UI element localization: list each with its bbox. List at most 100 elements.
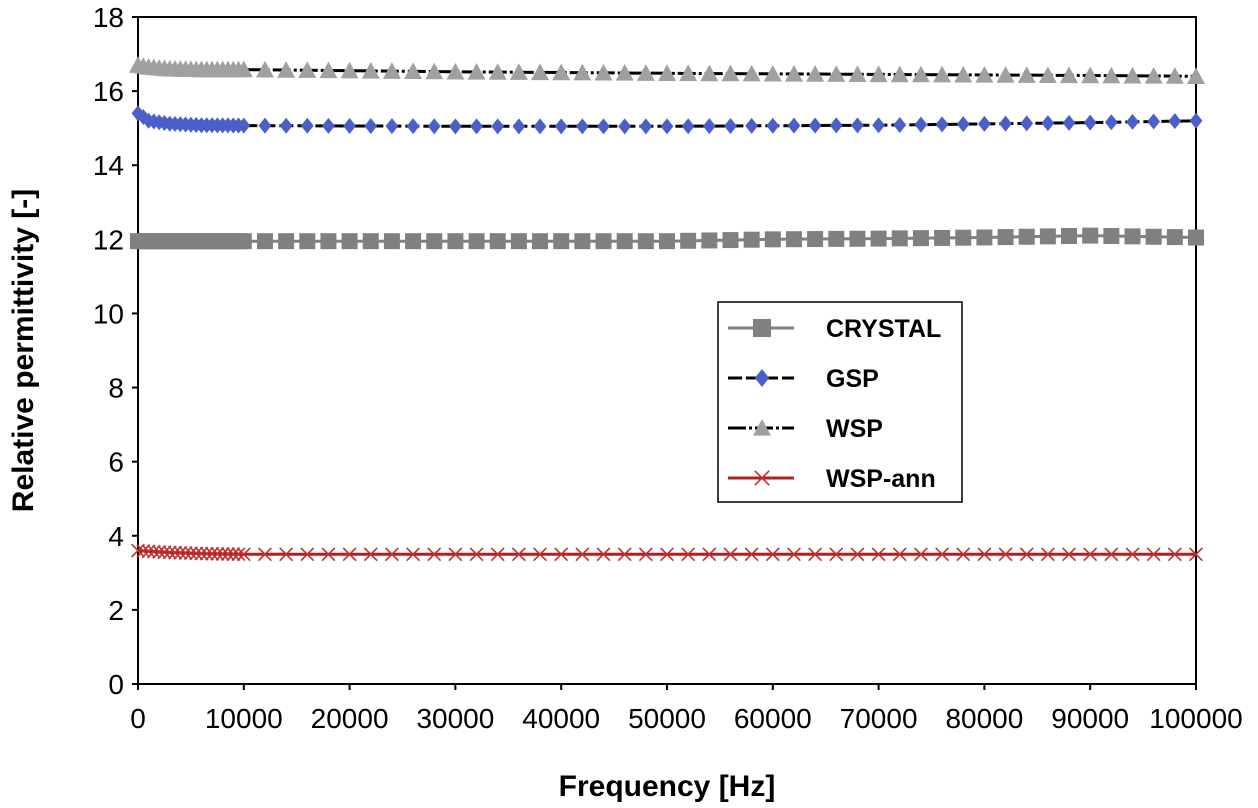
x-marker-stroke (279, 547, 294, 562)
x-tick-label: 20000 (311, 703, 389, 734)
data-point-marker (363, 547, 378, 562)
data-point-marker (1019, 547, 1034, 562)
data-point-marker (575, 118, 589, 135)
data-point-marker (808, 547, 823, 562)
data-point-marker (681, 118, 695, 135)
data-point-marker (1041, 115, 1055, 132)
x-marker-stroke (1167, 547, 1182, 562)
data-point-marker (681, 547, 696, 562)
data-point-marker (554, 118, 568, 135)
data-point-marker (341, 233, 358, 250)
data-point-marker (573, 63, 592, 81)
legend-label: WSP-ann (826, 465, 936, 493)
axis-tick-labels: 0 2 4 6 8 10 12 14 16 18 0 10000 20000 30000 40000 5000… (93, 2, 1243, 734)
data-point-marker (1124, 228, 1141, 245)
legend: CRYSTAL GSP WSP WSP-ann (717, 301, 963, 503)
x-marker-stroke (977, 547, 992, 562)
data-point-marker (1126, 113, 1139, 130)
x-tick-label: 40000 (522, 703, 600, 734)
plot-area (132, 16, 1197, 690)
data-point-marker (1104, 114, 1118, 131)
data-point-marker (911, 65, 930, 83)
x-marker-stroke (183, 546, 198, 561)
series-layer (129, 56, 1205, 562)
data-point-marker (1020, 115, 1034, 132)
data-point-marker (300, 547, 315, 562)
data-point-marker (723, 547, 738, 562)
data-point-marker (236, 547, 251, 562)
legend-label: CRYSTAL (826, 315, 941, 343)
data-point-marker (721, 64, 740, 82)
y-tick-label: 4 (108, 521, 124, 552)
data-point-marker (977, 547, 992, 562)
legend-marker (754, 470, 770, 486)
x-marker-stroke (554, 547, 569, 562)
data-point-marker (447, 233, 464, 250)
legend-marker (753, 319, 771, 337)
data-point-marker (168, 545, 182, 560)
data-point-marker (552, 63, 571, 81)
data-point-marker (848, 65, 867, 82)
x-tick-label: 50000 (628, 703, 706, 734)
series-crystal (130, 227, 1204, 250)
data-point-marker (892, 547, 907, 562)
data-point-marker (533, 547, 548, 562)
data-point-marker (382, 62, 401, 79)
x-marker-stroke (1062, 547, 1077, 562)
data-point-marker (829, 117, 843, 134)
data-point-marker (724, 117, 737, 134)
x-tick-label: 70000 (840, 703, 918, 734)
data-point-marker (764, 231, 781, 248)
x-marker-stroke (257, 547, 272, 562)
data-point-marker (638, 547, 653, 562)
data-point-marker (194, 546, 209, 561)
data-point-marker (786, 547, 801, 562)
data-point-marker (722, 232, 739, 249)
data-point-marker (934, 229, 951, 246)
data-point-marker (807, 231, 824, 248)
data-point-marker (277, 61, 296, 78)
y-tick-label: 0 (108, 669, 124, 700)
data-point-marker (385, 118, 399, 135)
data-point-marker (278, 233, 295, 250)
data-point-marker (679, 64, 698, 82)
data-point-marker (616, 233, 633, 250)
x-marker-stroke (1083, 547, 1098, 562)
data-point-marker (300, 117, 314, 134)
x-marker-stroke (575, 547, 590, 562)
data-point-marker (996, 66, 1015, 83)
x-tick-label: 90000 (1051, 703, 1129, 734)
x-marker-stroke (406, 547, 421, 562)
x-marker-stroke (236, 547, 251, 562)
data-point-marker (490, 547, 505, 562)
data-point-marker (596, 547, 611, 562)
data-point-marker (660, 547, 674, 562)
legend-item-wsp-ann: WSP-ann (728, 465, 936, 493)
data-point-marker (340, 61, 359, 79)
x-marker-stroke (1019, 547, 1034, 562)
legend-marker (753, 419, 771, 436)
data-point-marker (383, 233, 400, 250)
data-point-marker (162, 545, 177, 560)
data-point-marker (954, 65, 973, 83)
data-point-marker (702, 547, 717, 562)
x-marker-stroke (199, 546, 214, 561)
data-point-marker (427, 118, 441, 135)
x-marker-stroke (702, 547, 717, 562)
data-point-marker (469, 547, 484, 562)
data-point-marker (956, 116, 970, 133)
data-point-marker (406, 118, 420, 135)
x-marker-stroke (178, 546, 193, 560)
data-point-marker (890, 65, 909, 83)
x-marker-stroke (194, 546, 209, 561)
x-marker-stroke (1189, 547, 1203, 562)
series-wsp (129, 56, 1205, 84)
data-point-marker (226, 547, 241, 562)
data-point-marker (617, 547, 632, 562)
x-tick-label: 100000 (1149, 703, 1242, 734)
data-point-marker (173, 545, 188, 560)
data-point-marker (574, 233, 591, 250)
data-point-marker (660, 118, 674, 135)
x-marker-stroke (786, 547, 801, 562)
data-point-marker (1189, 112, 1203, 129)
